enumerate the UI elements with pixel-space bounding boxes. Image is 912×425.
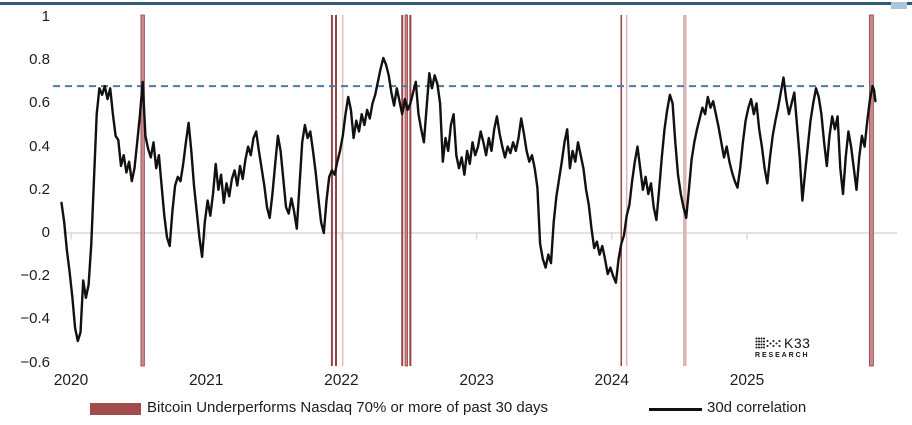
underperformance-band xyxy=(401,15,404,366)
underperformance-band xyxy=(868,14,874,367)
y-axis-tick-label: 0.6 xyxy=(29,94,50,112)
underperformance-band-swatch xyxy=(90,403,141,415)
k33-research-logo: K33 RESEARCH xyxy=(755,336,835,359)
underperformance-band xyxy=(140,14,145,367)
underperformance-band xyxy=(334,15,337,366)
y-axis-tick-label: 1 xyxy=(41,8,50,25)
x-axis-tick-label: 2021 xyxy=(188,372,224,389)
underperformance-band xyxy=(409,15,412,366)
x-axis-tick-label: 2020 xyxy=(53,372,89,389)
k33-logo-icon xyxy=(755,336,781,349)
y-axis-tick-label: 0.8 xyxy=(29,51,50,69)
underperformance-band-label: Bitcoin Underperforms Nasdaq 70% or more… xyxy=(147,399,549,416)
correlation-line-label: 30d correlation xyxy=(707,399,807,416)
underperformance-band xyxy=(625,15,628,366)
y-axis-tick-label: −0.2 xyxy=(20,267,50,285)
y-axis-tick-label: 0.4 xyxy=(29,137,50,155)
correlation-line-swatch xyxy=(649,408,702,411)
x-axis-tick-label: 2025 xyxy=(729,372,765,389)
y-axis-tick-label: 0.2 xyxy=(29,180,50,198)
y-axis-tick-label: −0.4 xyxy=(20,310,50,328)
logo-subtitle: RESEARCH xyxy=(755,352,810,359)
underperformance-band xyxy=(342,15,344,366)
x-axis-tick-label: 2022 xyxy=(324,372,359,389)
top-border-accent xyxy=(891,2,907,9)
underperformance-band xyxy=(620,15,623,366)
y-axis-tick-label: −0.6 xyxy=(20,353,50,371)
x-axis-tick-label: 2024 xyxy=(594,372,630,389)
x-axis-tick-label: 2023 xyxy=(459,372,494,389)
logo-name: K33 xyxy=(784,335,811,351)
top-border-line xyxy=(0,2,912,5)
underperformance-band xyxy=(330,15,333,366)
chart-legend: Bitcoin Underperforms Nasdaq 70% or more… xyxy=(0,399,912,421)
underperformance-band xyxy=(404,14,408,367)
underperformance-band xyxy=(683,15,687,366)
y-axis-tick-label: 0 xyxy=(41,224,50,241)
correlation-line xyxy=(60,56,877,343)
